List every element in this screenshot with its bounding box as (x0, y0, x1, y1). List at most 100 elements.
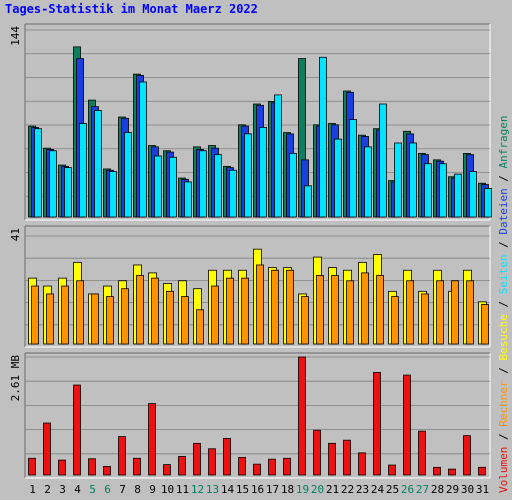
bar-rechner-day-29 (451, 280, 459, 345)
bar-seiten-day-9 (154, 155, 162, 218)
panel-background (25, 353, 490, 478)
x-tick-label-day-25: 25 (386, 483, 399, 496)
bar-volumen-day-4 (73, 384, 81, 476)
bar-volumen-day-6 (103, 466, 111, 476)
bar-volumen-day-16 (253, 463, 261, 476)
bar-rechner-day-10 (166, 290, 174, 345)
bar-volumen-day-9 (148, 403, 156, 476)
x-tick-label-day-6: 6 (104, 483, 111, 496)
bar-seiten-day-20 (319, 56, 327, 218)
x-tick-label-day-31: 31 (476, 483, 489, 496)
bar-rechner-day-17 (271, 269, 279, 345)
x-tick-label-day-22: 22 (341, 483, 354, 496)
bar-volumen-day-26 (403, 374, 411, 476)
bar-rechner-day-1 (31, 285, 39, 345)
bar-rechner-day-9 (151, 277, 159, 345)
y-max-label: 144 (9, 26, 22, 46)
bar-seiten-day-10 (169, 156, 177, 218)
bar-seiten-day-1 (34, 128, 42, 218)
bar-volumen-day-21 (328, 442, 336, 476)
y-max-label: 41 (9, 228, 22, 241)
bar-seiten-day-6 (109, 171, 117, 218)
y-max-label: 2.61 MB (9, 355, 22, 402)
bar-volumen-day-8 (133, 457, 141, 476)
x-tick-label-day-27: 27 (416, 483, 429, 496)
bar-seiten-day-12 (199, 150, 207, 218)
bar-volumen-day-5 (88, 458, 96, 476)
bar-volumen-day-28 (433, 466, 441, 476)
bar-volumen-day-22 (343, 439, 351, 476)
bar-volumen-day-12 (193, 442, 201, 476)
bar-rechner-day-18 (286, 269, 294, 345)
bar-volumen-day-31 (478, 466, 486, 476)
bar-seiten-day-25 (394, 142, 402, 218)
bar-volumen-day-7 (118, 436, 126, 476)
bar-seiten-day-21 (334, 138, 342, 218)
bar-rechner-day-15 (241, 277, 249, 345)
x-tick-label-day-13: 13 (206, 483, 219, 496)
bar-seiten-day-11 (184, 181, 192, 218)
bar-seiten-day-19 (304, 185, 312, 218)
bar-seiten-day-31 (484, 188, 492, 218)
bar-seiten-day-4 (79, 123, 87, 218)
bar-rechner-day-27 (421, 293, 429, 345)
bar-seiten-day-8 (139, 81, 147, 218)
bar-rechner-day-31 (481, 304, 489, 345)
bar-seiten-day-17 (274, 94, 282, 218)
x-tick-label-day-11: 11 (176, 483, 189, 496)
bar-seiten-day-14 (229, 169, 237, 218)
x-tick-label-day-19: 19 (296, 483, 309, 496)
x-tick-label-day-20: 20 (311, 483, 324, 496)
x-tick-label-day-26: 26 (401, 483, 414, 496)
x-tick-label-day-10: 10 (161, 483, 174, 496)
bar-volumen-day-23 (358, 452, 366, 476)
bar-seiten-day-3 (64, 167, 72, 218)
x-tick-label-day-23: 23 (356, 483, 369, 496)
x-tick-label-day-30: 30 (461, 483, 474, 496)
bar-volumen-day-1 (28, 457, 36, 476)
x-tick-label-day-9: 9 (149, 483, 156, 496)
x-tick-label-day-14: 14 (221, 483, 235, 496)
bar-volumen-day-13 (208, 448, 216, 476)
bar-seiten-day-23 (364, 146, 372, 218)
x-tick-label-day-12: 12 (191, 483, 204, 496)
bar-rechner-day-22 (346, 280, 354, 345)
legend: Volumen / Rechner / Besuche / Seiten / D… (497, 115, 510, 493)
bar-seiten-day-5 (94, 110, 102, 218)
x-tick-label-day-7: 7 (119, 483, 126, 496)
bar-rechner-day-24 (376, 275, 384, 345)
bar-rechner-day-21 (331, 275, 339, 345)
bar-seiten-day-16 (259, 126, 267, 218)
bar-seiten-day-24 (379, 103, 387, 218)
bar-rechner-day-7 (121, 288, 129, 345)
x-tick-label-day-16: 16 (251, 483, 264, 496)
bar-rechner-day-30 (466, 280, 474, 345)
bar-rechner-day-20 (316, 275, 324, 345)
bar-volumen-day-25 (388, 464, 396, 476)
bar-rechner-day-14 (226, 277, 234, 345)
x-tick-label-day-4: 4 (74, 483, 81, 496)
chart-title: Tages-Statistik im Monat Maerz 2022 (5, 2, 258, 16)
x-tick-label-day-24: 24 (371, 483, 385, 496)
x-tick-label-day-21: 21 (326, 483, 339, 496)
bar-rechner-day-23 (361, 272, 369, 345)
bar-seiten-day-2 (49, 150, 57, 218)
bar-seiten-day-22 (349, 119, 357, 218)
x-tick-label-day-17: 17 (266, 483, 279, 496)
bar-rechner-day-2 (46, 293, 54, 345)
bar-volumen-day-27 (418, 430, 426, 476)
bar-seiten-day-27 (424, 163, 432, 218)
bar-seiten-day-18 (289, 152, 297, 218)
bar-rechner-day-26 (406, 280, 414, 345)
bar-seiten-day-13 (214, 154, 222, 218)
bar-volumen-day-24 (373, 371, 381, 476)
x-tick-label-day-3: 3 (59, 483, 66, 496)
bar-rechner-day-12 (196, 309, 204, 345)
x-tick-label-day-5: 5 (89, 483, 96, 496)
bar-volumen-day-14 (223, 437, 231, 476)
bar-volumen-day-11 (178, 456, 186, 476)
bar-volumen-day-18 (283, 457, 291, 476)
x-tick-label-day-18: 18 (281, 483, 294, 496)
